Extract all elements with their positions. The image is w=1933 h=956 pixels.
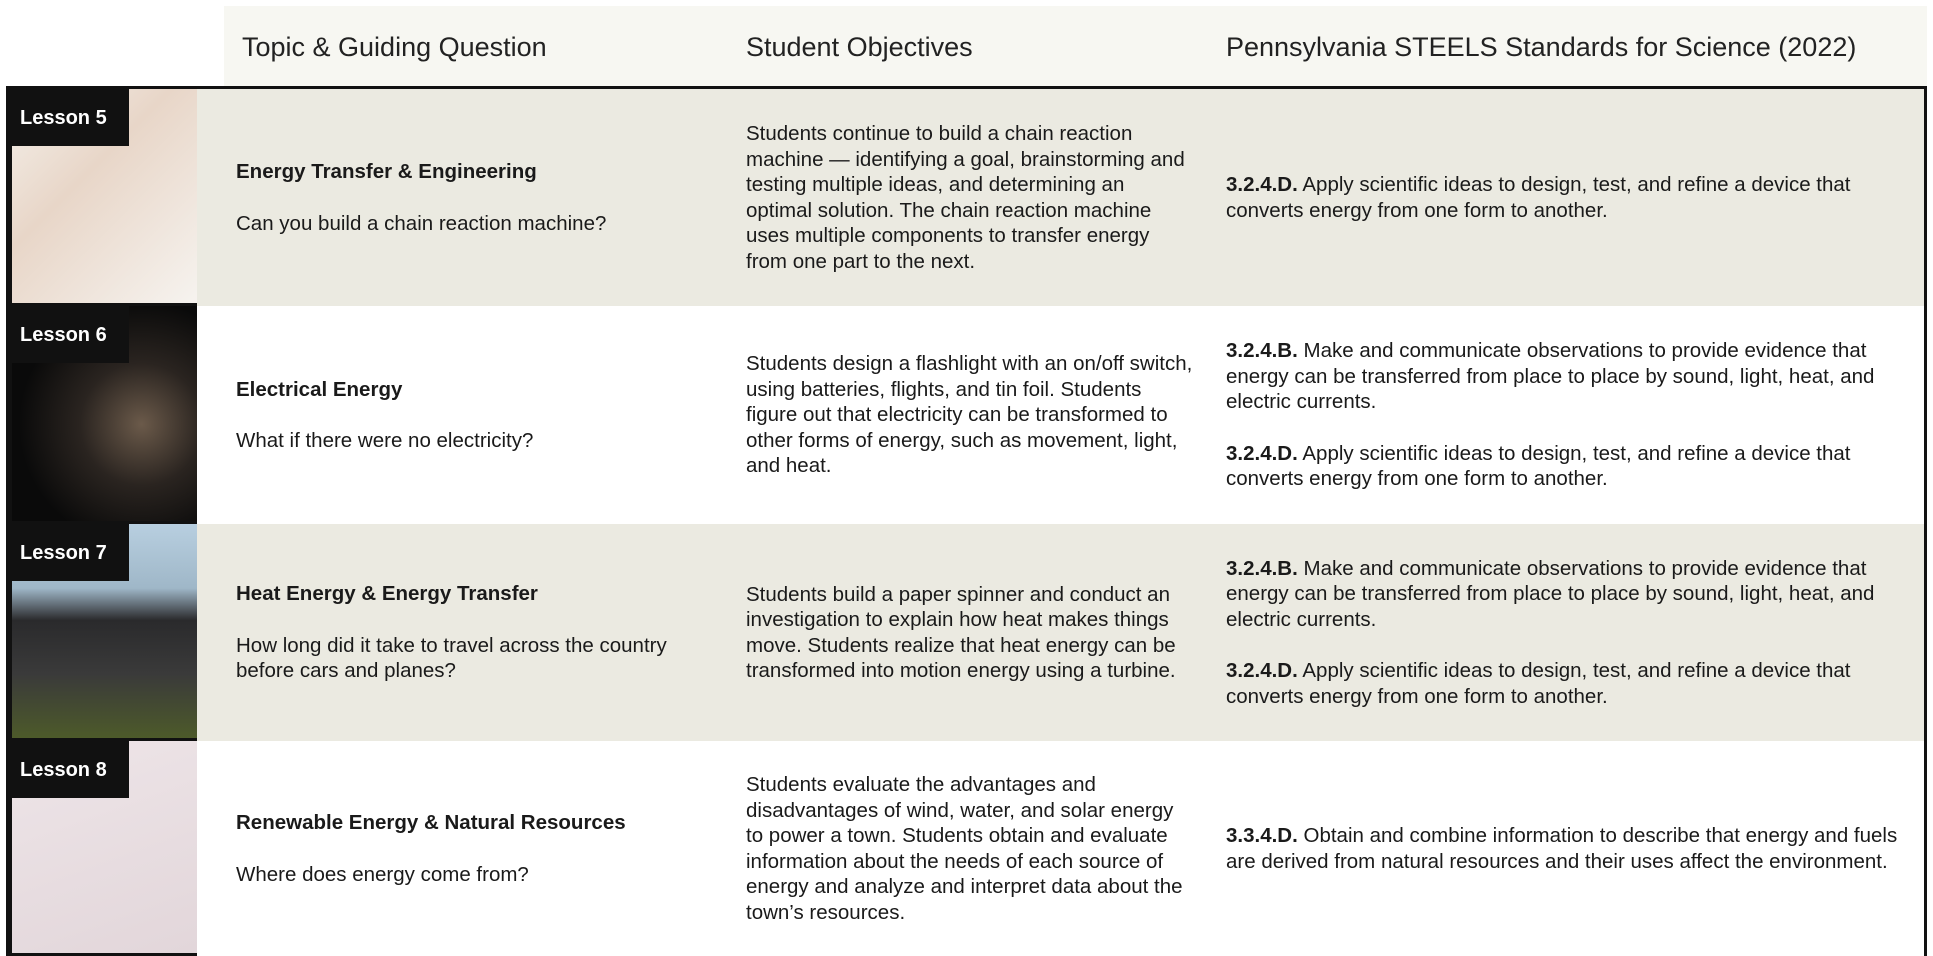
topic-title: Energy Transfer & Engineering [236, 160, 537, 183]
standard-code: 3.2.4.B. [1226, 556, 1298, 580]
topic-cell: Renewable Energy & Natural Resources Wher… [236, 741, 706, 956]
standards-cell: 3.2.4.B. Make and communicate observatio… [1226, 306, 1916, 524]
lesson-table: Lesson 5 Energy Transfer & Engineering Can… [6, 86, 1927, 956]
guiding-question: Can you build a chain reaction machine? [236, 211, 607, 235]
standard-text: Make and communicate observations to pro… [1226, 556, 1875, 631]
lesson-label: Lesson 5 [6, 89, 129, 146]
standard-text: Obtain and combine information to descri… [1226, 824, 1898, 873]
guiding-question: How long did it take to travel across th… [236, 633, 667, 683]
topic-cell: Electrical Energy What if there were no e… [236, 306, 706, 524]
standard: 3.3.4.D. Obtain and combine information … [1226, 823, 1916, 874]
standard: 3.2.4.D. Apply scientific ideas to desig… [1226, 441, 1916, 492]
standard-text: Apply scientific ideas to design, test, … [1226, 173, 1851, 222]
standard-code: 3.2.4.D. [1226, 441, 1298, 465]
standard-code: 3.2.4.D. [1226, 173, 1298, 196]
column-header: Topic & Guiding Question [242, 32, 547, 62]
topic-cell: Energy Transfer & Engineering Can you bui… [236, 89, 706, 306]
topic-title: Heat Energy & Energy Transfer [236, 582, 538, 606]
standard: 3.2.4.B. Make and communicate observatio… [1226, 338, 1916, 415]
objectives-text: Students build a paper spinner and condu… [746, 582, 1176, 683]
standard-text: Make and communicate observations to pro… [1226, 339, 1875, 414]
lesson-column: Lesson 5 [6, 89, 197, 306]
header: Topic & Guiding Question Student Objecti… [224, 6, 1927, 86]
standard-code: 3.2.4.B. [1226, 339, 1298, 363]
standard: 3.2.4.D. Apply scientific ideas to desig… [1226, 172, 1916, 223]
lesson-row: Lesson 6 Electrical Energy What if there w… [6, 306, 1924, 524]
lesson-row: Lesson 5 Energy Transfer & Engineering Can… [6, 89, 1924, 306]
column-header: Student Objectives [746, 32, 973, 62]
topic-title: Renewable Energy & Natural Resources [236, 811, 626, 834]
guiding-question: Where does energy come from? [236, 862, 529, 886]
guiding-question: What if there were no electricity? [236, 429, 534, 452]
lesson-column: Lesson 8 [6, 741, 197, 956]
lesson-label: Lesson 6 [6, 306, 129, 363]
objectives-text: Students design a flashlight with an on/… [746, 352, 1193, 478]
objectives-cell: Students design a flashlight with an on/… [746, 306, 1196, 524]
objectives-text: Students continue to build a chain react… [746, 122, 1185, 273]
lesson-row: Lesson 7 Heat Energy & Energy Transfer How… [6, 524, 1924, 741]
lesson-label: Lesson 7 [6, 524, 129, 581]
objectives-cell: Students continue to build a chain react… [746, 89, 1196, 306]
objectives-cell: Students evaluate the advantages and dis… [746, 741, 1196, 956]
topic-cell: Heat Energy & Energy Transfer How long di… [236, 524, 706, 741]
objectives-text: Students evaluate the advantages and dis… [746, 773, 1183, 924]
standard-code: 3.2.4.D. [1226, 659, 1298, 683]
column-header: Pennsylvania STEELS Standards for Scienc… [1226, 32, 1857, 62]
lesson-label: Lesson 8 [6, 741, 129, 798]
standard: 3.2.4.B. Make and communicate observatio… [1226, 556, 1916, 633]
standard-text: Apply scientific ideas to design, test, … [1226, 659, 1851, 708]
lesson-column: Lesson 6 [6, 306, 197, 524]
objectives-cell: Students build a paper spinner and condu… [746, 524, 1196, 741]
standards-cell: 3.3.4.D. Obtain and combine information … [1226, 741, 1916, 956]
standards-cell: 3.2.4.D. Apply scientific ideas to desig… [1226, 89, 1916, 306]
lesson-column: Lesson 7 [6, 524, 197, 741]
standards-cell: 3.2.4.B. Make and communicate observatio… [1226, 524, 1916, 741]
lesson-row: Lesson 8 Renewable Energy & Natural Resou… [6, 741, 1924, 956]
standard-text: Apply scientific ideas to design, test, … [1226, 441, 1851, 491]
standard-code: 3.3.4.D. [1226, 824, 1298, 847]
standard: 3.2.4.D. Apply scientific ideas to desig… [1226, 658, 1916, 709]
topic-title: Electrical Energy [236, 377, 403, 401]
